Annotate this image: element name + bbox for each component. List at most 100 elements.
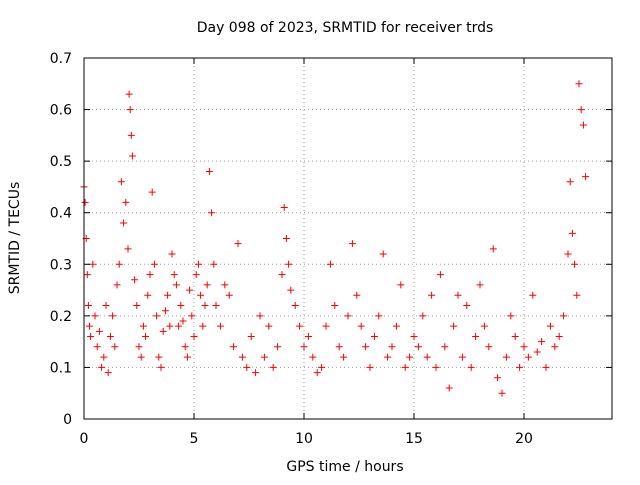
data-point [357, 322, 365, 330]
data-point [120, 219, 128, 227]
y-tick-label: 0.4 [50, 206, 72, 222]
data-point [194, 260, 202, 268]
data-points [80, 80, 590, 397]
data-point [300, 343, 308, 351]
data-point [296, 322, 304, 330]
grid-layer [84, 58, 612, 419]
data-point [362, 343, 370, 351]
y-tick-label: 0.6 [50, 103, 72, 119]
data-point [190, 332, 198, 340]
x-tick-label: 5 [190, 431, 199, 447]
data-point [188, 312, 196, 320]
data-point [102, 302, 110, 310]
data-point [340, 353, 348, 361]
data-point [131, 276, 139, 284]
data-point [414, 343, 422, 351]
data-point [170, 271, 178, 279]
data-point [157, 363, 165, 371]
data-point [551, 343, 559, 351]
data-point [388, 343, 396, 351]
data-point [441, 343, 449, 351]
data-point [463, 302, 471, 310]
data-point [458, 353, 466, 361]
data-point [144, 291, 152, 299]
data-point [175, 322, 183, 330]
data-point [555, 332, 563, 340]
data-point [542, 363, 550, 371]
data-point [278, 271, 286, 279]
data-point [201, 302, 209, 310]
data-point [313, 369, 321, 377]
data-point [353, 291, 361, 299]
data-point [221, 281, 229, 289]
data-point [93, 343, 101, 351]
data-point [450, 322, 458, 330]
data-point [269, 363, 277, 371]
data-point [83, 271, 91, 279]
data-point [529, 291, 537, 299]
data-point [164, 291, 172, 299]
data-point [252, 369, 260, 377]
data-point [243, 363, 251, 371]
data-point [489, 245, 497, 253]
data-point [135, 343, 143, 351]
data-point [86, 322, 93, 330]
data-point [397, 281, 405, 289]
data-point [322, 322, 330, 330]
data-point [142, 332, 150, 340]
data-point [454, 291, 462, 299]
data-point [247, 332, 255, 340]
data-point [573, 291, 581, 299]
data-point [139, 322, 147, 330]
data-point [564, 250, 572, 258]
data-point [256, 312, 264, 320]
data-point [344, 312, 352, 320]
data-point [122, 198, 130, 206]
data-point [285, 260, 293, 268]
data-point [265, 322, 273, 330]
data-point [98, 363, 106, 371]
data-point [208, 209, 216, 217]
data-point [104, 369, 112, 377]
data-point [117, 178, 125, 186]
data-point [106, 332, 114, 340]
data-point [109, 312, 117, 320]
data-point [287, 286, 295, 294]
x-tick-label: 0 [80, 431, 89, 447]
data-point [172, 281, 180, 289]
y-tick-label: 0.2 [50, 309, 72, 325]
data-point [137, 353, 145, 361]
data-point [153, 312, 161, 320]
data-point [282, 235, 290, 242]
data-point [161, 307, 169, 315]
data-point [571, 260, 579, 268]
data-point [538, 338, 546, 346]
data-point [166, 322, 174, 330]
data-point [148, 188, 156, 196]
data-point [476, 281, 484, 289]
data-point [238, 353, 246, 361]
data-point [498, 389, 506, 397]
y-tick-label: 0.1 [50, 360, 72, 376]
plot-frame [83, 57, 613, 420]
data-point [91, 312, 99, 320]
data-point [125, 90, 133, 98]
x-axis-label: GPS time / hours [286, 459, 403, 475]
x-tick-labels: 0 5 10 15 20 [80, 431, 533, 447]
data-point [379, 250, 387, 258]
data-point [384, 353, 392, 361]
data-point [309, 353, 317, 361]
y-axis-label: SRMTID / TECUs [7, 182, 23, 295]
data-point [335, 343, 343, 351]
data-point [84, 302, 92, 310]
data-point [230, 343, 238, 351]
data-point [291, 302, 299, 310]
data-point [406, 353, 414, 361]
data-point [205, 167, 213, 175]
data-point [401, 363, 409, 371]
data-point [533, 348, 541, 356]
data-point [225, 291, 233, 299]
data-point [568, 229, 576, 237]
